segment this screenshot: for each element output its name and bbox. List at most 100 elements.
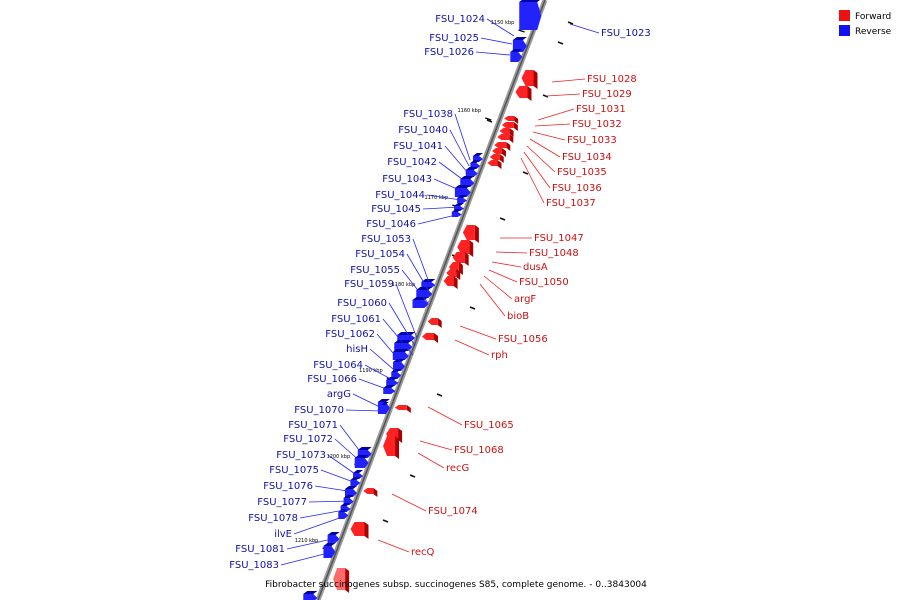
reverse-label-leader <box>406 253 431 294</box>
forward-gene-label-dusa: dusA <box>523 262 548 273</box>
forward-gene-fsu-1065 <box>394 405 411 413</box>
reverse-label-leader <box>364 364 399 384</box>
reverse-gene-label-fsu-1046: FSU_1046 <box>366 219 416 230</box>
reverse-gene-label-fsu-1024: FSU_1024 <box>435 14 485 25</box>
reverse-gene-label-fsu-1043: FSU_1043 <box>382 174 432 185</box>
spacer-mark <box>436 393 443 397</box>
forward-gene-fsu-1037 <box>487 160 502 169</box>
forward-gene-fsu-1023 <box>521 70 538 89</box>
reverse-gene-label-fsu-1038: FSU_1038 <box>403 109 453 120</box>
forward-label-leader <box>417 452 445 469</box>
reverse-gene-fsu-1083 <box>323 543 336 558</box>
spacer-mark <box>522 171 529 175</box>
reverse-label-leader <box>320 469 357 484</box>
spacer-mark <box>382 519 389 523</box>
reverse-gene-label-hish: hisH <box>346 344 368 355</box>
reverse-gene-fsu-1044 <box>457 195 468 203</box>
forward-label-leader <box>534 123 571 127</box>
reverse-label-leader <box>438 161 467 183</box>
spacer-mark <box>567 21 574 25</box>
reverse-label-leader <box>449 129 470 167</box>
forward-gene-partial <box>333 568 350 593</box>
reverse-gene-label-fsu-1077: FSU_1077 <box>257 497 307 508</box>
forward-gene-label-fsu-1028: FSU_1028 <box>587 74 637 85</box>
reverse-label-leader <box>376 333 405 367</box>
reverse-label-leader <box>444 145 469 174</box>
reverse-label-leader <box>480 37 513 45</box>
forward-label-leader <box>488 269 518 283</box>
forward-gene-label-fsu-1035: FSU_1035 <box>557 167 607 178</box>
reverse-gene-label-fsu-1064: FSU_1064 <box>313 360 363 371</box>
forward-gene-label-fsu-1050: FSU_1050 <box>519 277 569 288</box>
reverse-gene-label-fsu-1061: FSU_1061 <box>331 314 381 325</box>
forward-gene-recg <box>383 436 400 459</box>
forward-gene-label-recg: recG <box>446 463 469 474</box>
forward-label-leader <box>479 283 506 317</box>
reverse-label-leader <box>358 378 396 393</box>
reverse-label-leader <box>388 302 416 347</box>
reverse-gene-label-fsu-1083: FSU_1083 <box>229 560 279 571</box>
reverse-label-leader <box>299 508 351 519</box>
forward-label-leader <box>551 78 586 83</box>
reverse-gene-label-fsu-1075: FSU_1075 <box>269 465 319 476</box>
reverse-gene-label-fsu-1059: FSU_1059 <box>344 279 394 290</box>
forward-gene-biob <box>443 276 458 289</box>
reverse-label-leader <box>286 538 333 550</box>
spacer-mark <box>499 217 506 221</box>
reverse-gene-label-fsu-1078: FSU_1078 <box>248 513 298 524</box>
forward-label-leader <box>569 23 600 34</box>
forward-gene-dusa <box>452 252 469 266</box>
reverse-label-leader <box>475 51 511 56</box>
reverse-gene-partial <box>303 591 318 600</box>
forward-gene-recq <box>350 522 369 539</box>
forward-gene-label-fsu-1047: FSU_1047 <box>534 233 584 244</box>
reverse-label-leader <box>401 269 429 304</box>
reverse-label-leader <box>486 18 515 37</box>
forward-gene-fsu-1029 <box>504 116 519 124</box>
forward-gene-label-fsu-1029: FSU_1029 <box>582 89 632 100</box>
forward-gene-label-fsu-1056: FSU_1056 <box>498 334 548 345</box>
reverse-label-leader <box>339 424 363 455</box>
forward-gene-fsu-1047 <box>462 225 479 243</box>
forward-label-leader <box>427 406 463 426</box>
reverse-gene-label-fsu-1025: FSU_1025 <box>429 33 479 44</box>
forward-label-leader <box>529 138 561 158</box>
reverse-gene-label-fsu-1053: FSU_1053 <box>361 234 411 245</box>
forward-gene-fsu-1036 <box>489 154 504 163</box>
reverse-gene-fsu-1043 <box>454 185 471 197</box>
reverse-genes <box>303 0 542 600</box>
reverse-label-leader <box>417 213 461 225</box>
forward-label-leader <box>523 151 551 189</box>
forward-gene-label-fsu-1048: FSU_1048 <box>529 248 579 259</box>
forward-gene-label-rph: rph <box>491 350 508 361</box>
spacer-mark <box>486 119 493 123</box>
reverse-label-leader <box>293 514 349 535</box>
reverse-gene-fsu-1054 <box>416 287 433 298</box>
forward-gene-label-fsu-1031: FSU_1031 <box>576 104 626 115</box>
forward-label-leader <box>491 261 522 268</box>
forward-label-leader <box>532 131 566 141</box>
legend-forward-label: Forward <box>855 12 891 22</box>
genome-backbone-core <box>317 0 546 600</box>
reverse-gene-label-argg: argG <box>327 389 351 400</box>
forward-gene-label-recq: recQ <box>411 547 435 558</box>
reverse-gene-label-fsu-1041: FSU_1041 <box>393 141 443 152</box>
forward-gene-label-fsu-1036: FSU_1036 <box>552 183 602 194</box>
genome-caption: Fibrobacter succinogenes subsp. succinog… <box>265 580 647 590</box>
reverse-gene-label-fsu-1066: FSU_1066 <box>307 374 357 385</box>
forward-gene-argf <box>446 269 461 280</box>
reverse-label-leader <box>426 194 462 201</box>
reverse-gene-fsu-1061 <box>392 349 409 360</box>
reverse-label-leader <box>395 283 418 339</box>
reverse-gene-label-fsu-1081: FSU_1081 <box>235 544 285 555</box>
reverse-gene-label-fsu-1062: FSU_1062 <box>325 329 375 340</box>
reverse-label-leader <box>454 113 471 161</box>
scale-tick-label: 1170 kbp <box>425 195 449 201</box>
reverse-gene-fsu-1072 <box>354 455 369 468</box>
forward-gene-fsu-1028 <box>515 86 532 101</box>
forward-gene-fsu-1035 <box>492 148 507 157</box>
reverse-gene-label-fsu-1076: FSU_1076 <box>263 481 313 492</box>
reverse-gene-label-fsu-1042: FSU_1042 <box>387 157 437 168</box>
forward-gene-fsu-1048 <box>457 240 474 257</box>
scale-tick-mark <box>485 117 492 121</box>
